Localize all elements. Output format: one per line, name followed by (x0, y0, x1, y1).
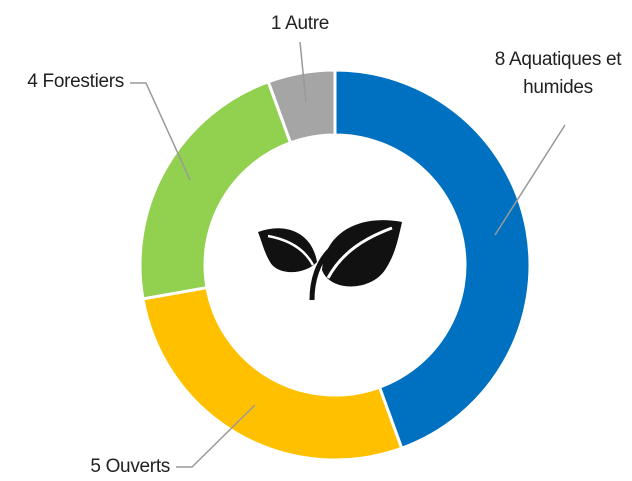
leader-line (494, 124, 566, 236)
slice-category: Forestiers (42, 71, 125, 92)
slice-value: 5 (90, 456, 101, 477)
leader-line (176, 404, 256, 468)
leaf-vein (267, 234, 315, 266)
donut-segment (333, 68, 532, 451)
donut-segment (266, 68, 337, 145)
leaf-right (322, 220, 402, 287)
leaf-icon (258, 220, 402, 301)
segments (138, 68, 532, 462)
slice-label: 5 Ouverts (90, 453, 170, 481)
leader-line (130, 82, 191, 181)
leaf-vein (326, 226, 393, 279)
slice-category: Ouverts (105, 456, 171, 477)
donut-segment (138, 79, 293, 301)
leaf-left (258, 228, 317, 273)
slice-label: 4 Forestiers (27, 68, 124, 96)
slice-label: 1 Autre (250, 10, 350, 38)
donut-segment (141, 285, 404, 462)
slice-category: Autre (285, 13, 330, 34)
slice-value: 4 (27, 71, 38, 92)
leaf-stem (309, 248, 332, 301)
slice-category: Aquatiques et humides (508, 49, 622, 98)
slice-value: 1 (270, 13, 282, 34)
slice-label: 8 Aquatiques et humides (488, 46, 628, 102)
leader-line (299, 41, 307, 103)
slice-value: 8 (494, 49, 506, 70)
leaders (130, 41, 566, 468)
